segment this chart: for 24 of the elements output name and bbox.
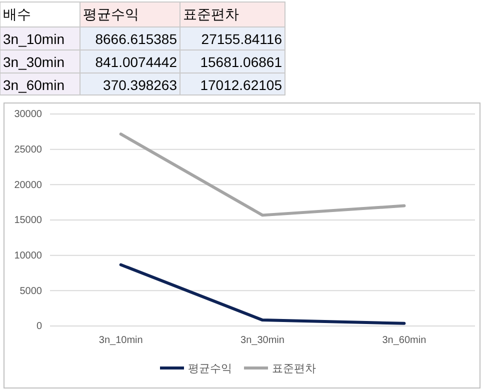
y-tick-label: 15000 xyxy=(14,215,42,226)
text: 표준편차 xyxy=(183,6,239,22)
x-tick-label: 3n_30min xyxy=(240,335,284,346)
text: 배수 xyxy=(3,6,31,22)
y-tick-label: 5000 xyxy=(20,286,42,297)
y-tick-label: 10000 xyxy=(14,250,42,262)
legend-label: 표준편차 xyxy=(272,362,316,375)
text: 3n_30min xyxy=(3,54,64,70)
text: 27155.84116 xyxy=(201,31,282,47)
text: 841.0074442 xyxy=(95,54,178,70)
text: 3n_10min xyxy=(3,31,64,47)
y-tick-label: 0 xyxy=(36,321,42,332)
x-tick-label: 3n_10min xyxy=(98,335,143,346)
text: 3n_60min xyxy=(3,77,64,93)
y-tick-label: 20000 xyxy=(14,180,42,191)
text: 17012.62105 xyxy=(200,77,282,93)
text: 8666.615385 xyxy=(95,31,178,47)
text: 370.398263 xyxy=(103,77,178,93)
y-tick-label: 25000 xyxy=(14,144,42,156)
text: 평균수익 xyxy=(83,6,139,22)
legend-label: 평균수익 xyxy=(188,362,232,375)
x-tick-label: 3n_60min xyxy=(382,335,426,346)
y-tick-label: 30000 xyxy=(14,109,42,120)
text: 15681.06861 xyxy=(200,54,282,70)
